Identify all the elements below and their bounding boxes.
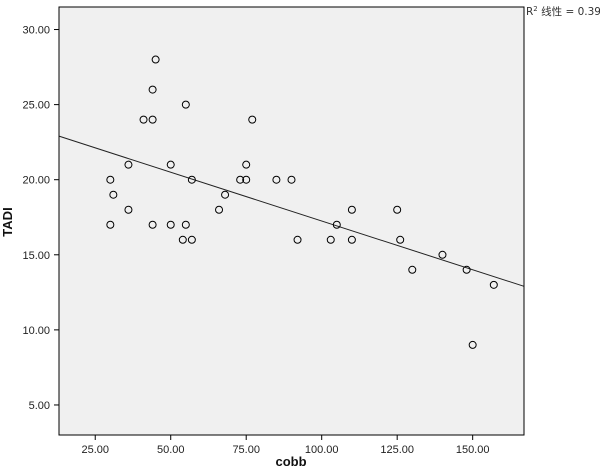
data-point [396,235,405,244]
data-point [106,220,115,229]
x-tick-labels: 25.00 50.00 75.00 100.00 125.00 150.00 [81,444,489,456]
y-axis-title: TADI [0,207,15,236]
y-tick-label: 30.00 [22,25,50,37]
r2-prefix: R [526,6,533,18]
data-point [393,205,402,214]
data-point [181,220,190,229]
data-point [462,265,471,274]
data-point [221,190,230,199]
x-tick-label: 150.00 [456,444,490,456]
data-point [438,250,447,259]
data-point [468,340,477,349]
data-point [109,190,118,199]
data-point [332,220,341,229]
data-point [124,160,133,169]
data-point [148,85,157,94]
data-point [293,235,302,244]
data-point [148,220,157,229]
data-point [272,175,281,184]
axis-ticks [54,29,474,440]
r2-superscript: 2 [533,5,537,13]
data-point [236,175,245,184]
data-point [166,160,175,169]
x-axis-title: cobb [275,454,306,469]
r2-annotation: R2 线性 = 0.398 [526,5,600,18]
x-tick-label: 125.00 [380,444,414,456]
r2-value: 线性 = 0.398 [538,5,600,18]
data-point [151,55,160,64]
x-tick-label: 75.00 [232,444,260,456]
data-point [408,265,417,274]
data-point [347,235,356,244]
data-point [124,205,133,214]
data-point [215,205,224,214]
y-tick-label: 10.00 [22,325,50,337]
data-point [326,235,335,244]
data-point [148,115,157,124]
x-tick-label: 50.00 [157,444,185,456]
data-point [187,235,196,244]
y-tick-label: 20.00 [22,175,50,187]
data-point [287,175,296,184]
data-point [489,280,498,289]
data-point [187,175,196,184]
y-tick-label: 5.00 [29,400,50,412]
plot-area [59,7,524,435]
y-tick-labels: 5.00 10.00 15.00 20.00 25.00 30.00 [22,25,50,412]
data-point [166,220,175,229]
plot-frame [58,6,525,436]
data-point [139,115,148,124]
data-point [248,115,257,124]
x-tick-label: 100.00 [305,444,339,456]
data-point [181,100,190,109]
data-point [178,235,187,244]
data-points [106,55,498,349]
x-tick-label: 25.00 [81,444,109,456]
data-point [242,160,251,169]
y-tick-label: 25.00 [22,100,50,112]
data-point [347,205,356,214]
data-point [242,175,251,184]
fit-line [58,135,525,287]
data-point [106,175,115,184]
y-tick-label: 15.00 [22,250,50,262]
